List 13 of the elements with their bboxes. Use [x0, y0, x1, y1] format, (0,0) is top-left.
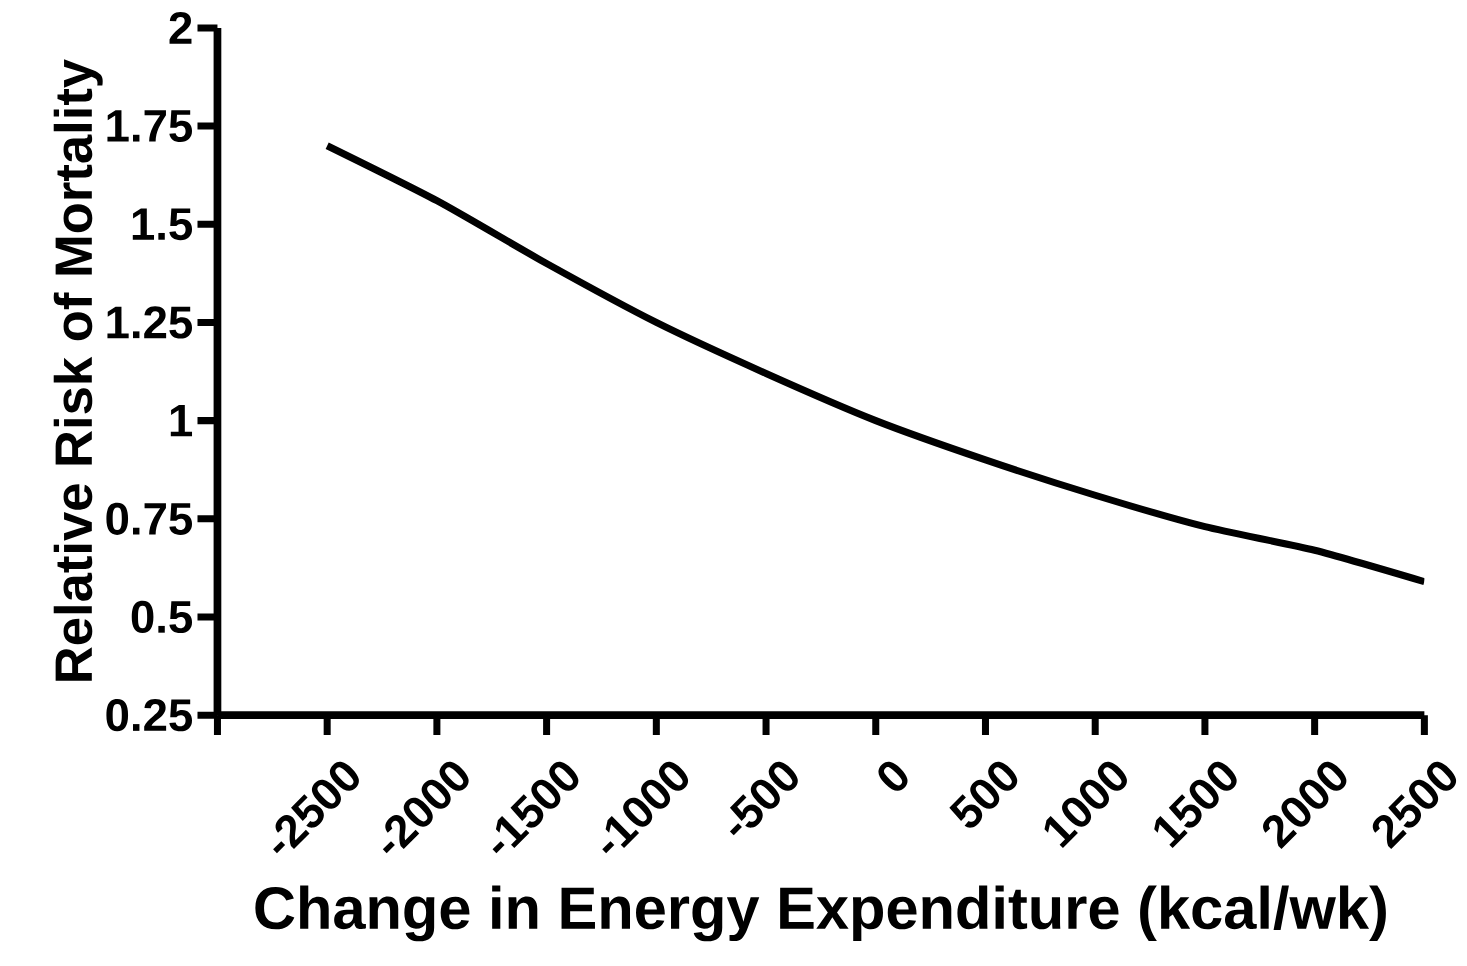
- y-tick-label: 0.75: [106, 502, 193, 536]
- x-tick-label: 0: [878, 762, 908, 792]
- x-axis-title: Change in Energy Expenditure (kcal/wk): [255, 885, 1386, 942]
- x-tick-label: -500: [729, 762, 798, 836]
- y-tick-label: 1.25: [107, 306, 193, 339]
- y-tick-label: 1.5: [132, 208, 193, 241]
- y-tick-label: 1.75: [107, 110, 193, 143]
- y-tick-label: 1: [170, 405, 193, 437]
- y-tick-label: 0.25: [106, 699, 193, 732]
- x-tick-label: 500: [949, 762, 1018, 828]
- y-tick-label: 0.5: [131, 601, 193, 634]
- y-axis-title: Relative Risk of Mortality: [53, 59, 103, 681]
- y-tick-label: 2: [169, 12, 192, 45]
